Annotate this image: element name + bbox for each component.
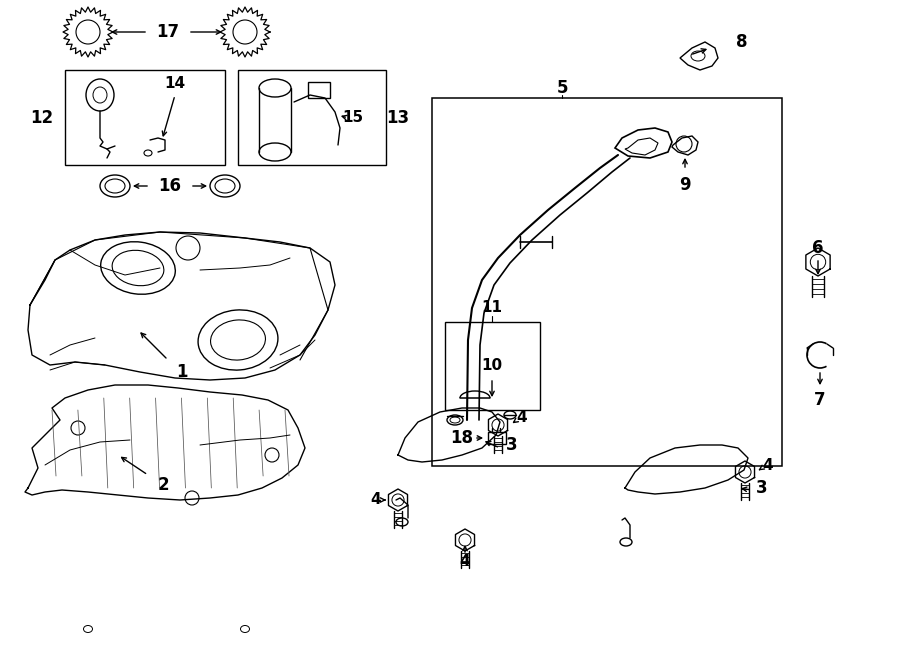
Text: 15: 15 (342, 110, 364, 126)
Text: 1: 1 (176, 363, 188, 381)
Bar (488, 432, 506, 444)
Bar (432, 98, 782, 466)
Text: 11: 11 (482, 301, 502, 315)
Text: 3: 3 (756, 479, 768, 497)
Polygon shape (680, 42, 718, 70)
Text: 8: 8 (736, 33, 748, 51)
Bar (308, 82, 330, 98)
Text: 7: 7 (814, 391, 826, 409)
Text: 4: 4 (517, 410, 527, 426)
Text: 5: 5 (556, 79, 568, 97)
Text: 18: 18 (451, 429, 473, 447)
Text: 6: 6 (812, 239, 824, 257)
Text: 17: 17 (157, 23, 180, 41)
Text: 4: 4 (460, 555, 471, 570)
Text: 14: 14 (165, 75, 185, 91)
Text: 9: 9 (680, 176, 691, 194)
Text: 4: 4 (762, 457, 773, 473)
Text: 10: 10 (482, 358, 502, 373)
Text: 2: 2 (158, 476, 169, 494)
Text: 13: 13 (386, 109, 410, 127)
Text: 4: 4 (371, 492, 382, 508)
Polygon shape (672, 136, 698, 155)
Bar (65, 70, 225, 165)
Text: 12: 12 (31, 109, 54, 127)
Polygon shape (615, 128, 672, 158)
Text: 16: 16 (158, 177, 182, 195)
Bar (238, 70, 386, 165)
Text: 3: 3 (506, 436, 518, 454)
Polygon shape (625, 138, 658, 155)
Bar (445, 322, 540, 410)
